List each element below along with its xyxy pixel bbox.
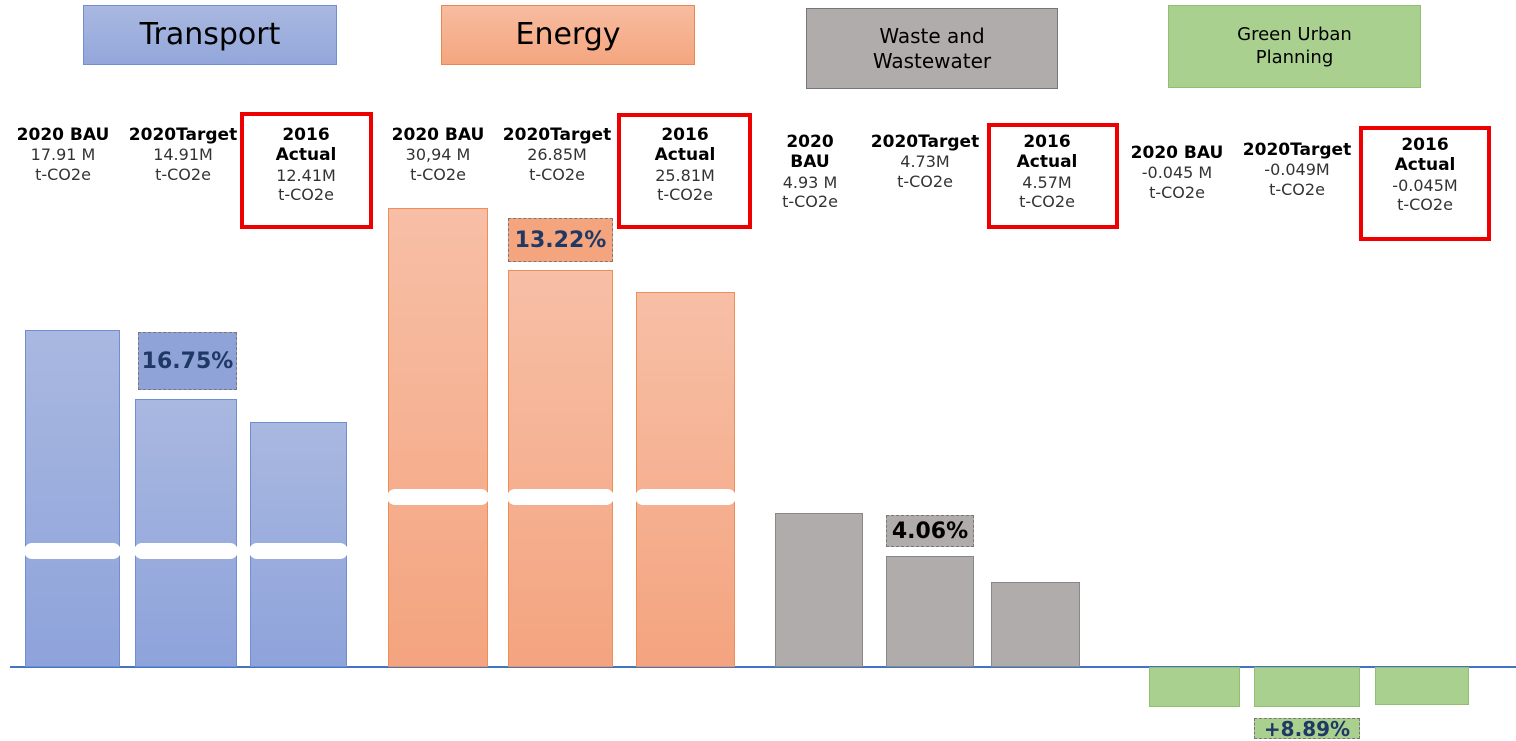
- text-line: 30,94 M: [405, 145, 471, 165]
- item-label: 2016 Actual 25.81M t-CO2e: [655, 125, 716, 204]
- group-title: Transport: [83, 5, 337, 65]
- text-line: Planning: [1255, 46, 1334, 68]
- text-line: -0.045M: [1392, 175, 1458, 195]
- highlight-box: [987, 123, 1119, 229]
- text-line: t-CO2e: [1019, 191, 1075, 211]
- bar: [24, 330, 121, 667]
- item-label: 2020Target 4.73M t-CO2e: [871, 132, 979, 191]
- text-line: Actual: [654, 145, 716, 166]
- text-line: t-CO2e: [897, 171, 953, 191]
- text-line: t-CO2e: [529, 164, 585, 184]
- text-line: Actual: [1394, 155, 1456, 176]
- item-label: 2016 Actual -0.045M t-CO2e: [1392, 135, 1457, 214]
- group-title: Energy: [441, 5, 695, 65]
- text-line: Waste and: [879, 23, 985, 48]
- item-label: 2016 Actual 12.41M t-CO2e: [276, 125, 337, 204]
- text-line: -0.045 M: [1141, 163, 1213, 183]
- text-line: 4.93 M: [782, 172, 838, 192]
- text-line: 2020 BAU: [16, 125, 110, 145]
- text-line: t-CO2e: [1269, 179, 1325, 199]
- bar: [635, 292, 736, 667]
- group-title: Waste and Wastewater: [806, 8, 1058, 89]
- text-line: t-CO2e: [155, 164, 211, 184]
- text-line: 4.73M: [900, 152, 950, 172]
- axis-break: [249, 543, 348, 559]
- text-line: 2020Target: [870, 132, 980, 152]
- bar: [1254, 667, 1360, 707]
- axis-break: [635, 489, 736, 505]
- text-line: t-CO2e: [782, 191, 838, 211]
- text-line: 2020Target: [1242, 140, 1352, 160]
- highlight-box: [1359, 126, 1491, 241]
- percent-label: 13.22%: [508, 218, 613, 262]
- text-line: t-CO2e: [278, 184, 334, 204]
- text-line: 2016: [1401, 135, 1449, 155]
- text-line: Energy: [515, 17, 621, 53]
- text-line: 2016: [1023, 132, 1071, 152]
- bar: [249, 422, 348, 667]
- bar: [1375, 667, 1469, 705]
- axis-break: [134, 543, 238, 559]
- highlight-box: [240, 112, 373, 229]
- bar: [507, 270, 614, 667]
- axis-break: [507, 489, 614, 505]
- item-label: 2016 Actual 4.57M t-CO2e: [1017, 132, 1078, 211]
- percent-label: +8.89%: [1254, 717, 1360, 741]
- text-line: -0.049M: [1264, 160, 1330, 180]
- text-line: 14.91M: [153, 145, 213, 165]
- axis-break: [387, 489, 489, 505]
- item-label: 2020Target -0.049M t-CO2e: [1243, 140, 1351, 199]
- bar: [1149, 667, 1240, 707]
- bar: [886, 556, 974, 667]
- text-line: t-CO2e: [1149, 182, 1205, 202]
- percent-label: 16.75%: [138, 332, 237, 390]
- bar: [387, 208, 489, 667]
- text-line: BAU: [790, 152, 830, 173]
- text-line: 2020 BAU: [1130, 143, 1224, 163]
- text-line: 12.41M: [276, 165, 336, 185]
- bar: [134, 399, 238, 667]
- text-line: Transport: [139, 17, 281, 53]
- text-line: 2020Target: [128, 125, 238, 145]
- text-line: 2016: [661, 125, 709, 145]
- percent-label: 4.06%: [886, 515, 974, 547]
- bar: [775, 513, 863, 667]
- text-line: t-CO2e: [410, 164, 466, 184]
- axis-break: [24, 543, 121, 559]
- text-line: 26.85M: [527, 145, 587, 165]
- item-label: 2020Target 14.91M t-CO2e: [129, 125, 237, 184]
- bar: [991, 582, 1080, 667]
- baseline: [10, 666, 1516, 668]
- text-line: Actual: [1016, 152, 1078, 173]
- text-line: t-CO2e: [1397, 194, 1453, 214]
- item-label: 2020Target 26.85M t-CO2e: [503, 125, 611, 184]
- text-line: 4.57M: [1022, 172, 1072, 192]
- text-line: Green Urban: [1237, 24, 1352, 45]
- text-line: t-CO2e: [657, 184, 713, 204]
- highlight-box: [617, 113, 752, 229]
- text-line: 2020: [786, 132, 834, 152]
- text-line: Wastewater: [872, 48, 992, 73]
- group-title: Green Urban Planning: [1168, 5, 1421, 88]
- text-line: Actual: [275, 145, 337, 166]
- text-line: 2020 BAU: [391, 125, 485, 145]
- text-line: t-CO2e: [35, 164, 91, 184]
- text-line: 17.91 M: [30, 145, 96, 165]
- text-line: 25.81M: [655, 165, 715, 185]
- text-line: 2016: [282, 125, 330, 145]
- text-line: 2020Target: [502, 125, 612, 145]
